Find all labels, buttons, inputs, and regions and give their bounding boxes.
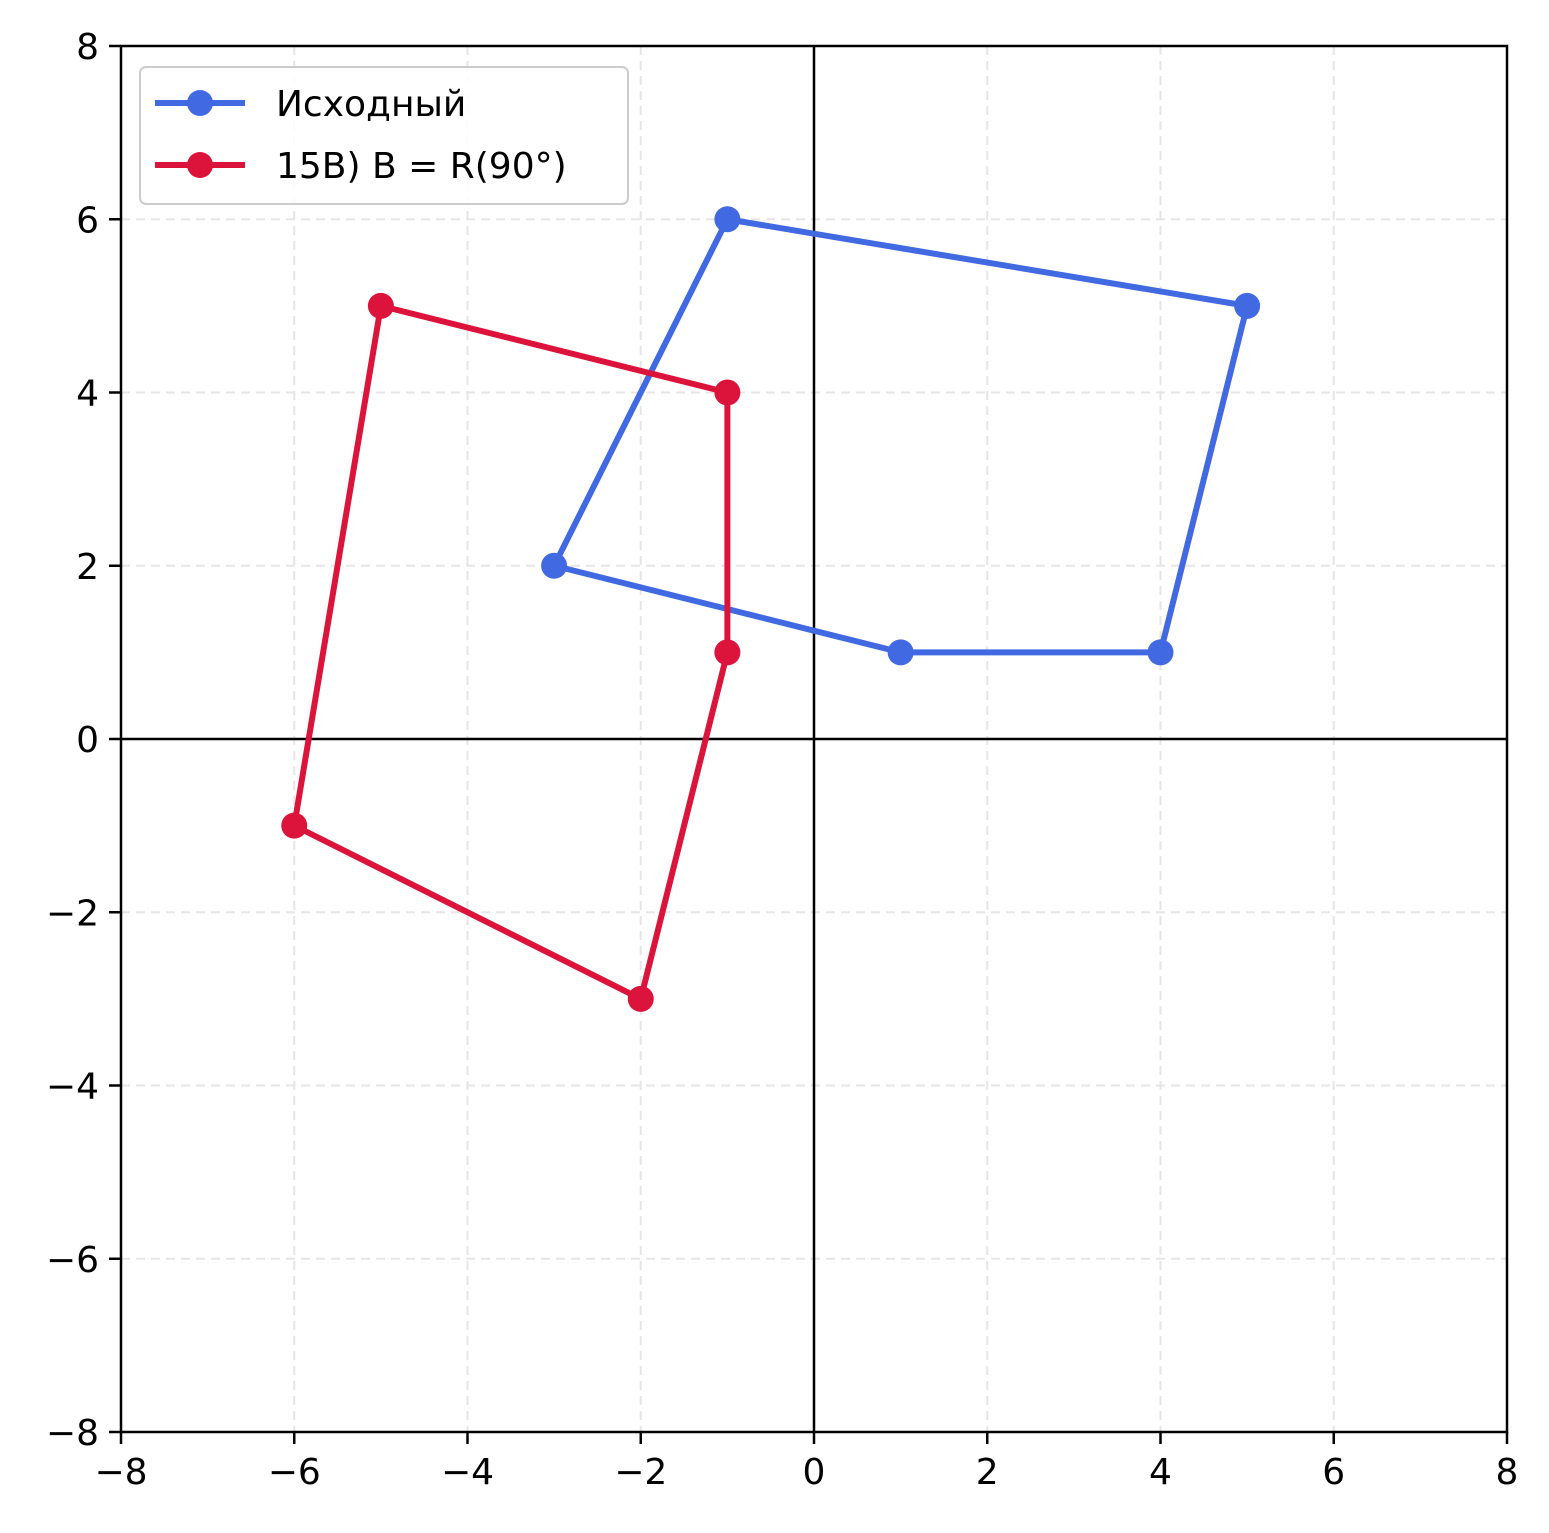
y-tick-label: 8	[76, 27, 99, 68]
y-tick-label: 4	[76, 374, 99, 415]
x-tick-label: −2	[614, 1452, 667, 1493]
y-tick-label: −4	[46, 1067, 99, 1108]
legend-marker	[187, 152, 213, 178]
data-point	[714, 206, 741, 233]
data-point	[1147, 639, 1174, 666]
x-tick-label: −4	[441, 1452, 494, 1493]
data-point	[541, 552, 568, 579]
x-tick-label: 2	[976, 1452, 999, 1493]
x-tick-label: −6	[268, 1452, 321, 1493]
legend-entry-2: 15B) B = R(90°)	[155, 146, 567, 187]
series-line	[551, 216, 1251, 656]
legend-marker	[187, 90, 213, 116]
origin-axes	[121, 46, 1507, 1432]
data-point	[887, 639, 914, 666]
y-tick-label: −8	[46, 1413, 99, 1454]
series-1	[541, 206, 1261, 666]
data-point	[627, 985, 654, 1012]
x-tick-label: 4	[1149, 1452, 1172, 1493]
x-tick-label: −8	[94, 1452, 147, 1493]
y-tick-label: 2	[76, 547, 99, 588]
series-line	[291, 302, 731, 1002]
x-tick-label: 0	[803, 1452, 826, 1493]
data-point	[714, 639, 741, 666]
x-tick-label: 6	[1322, 1452, 1345, 1493]
ticks-layer: −8 −6 −4 −2 0 2 4 6 8 −8 −6 −4 −2 0 2 4 6 8	[46, 27, 1519, 1493]
series-2	[281, 292, 741, 1012]
legend-label: 15B) B = R(90°)	[276, 146, 567, 187]
x-tick-label: 8	[1496, 1452, 1519, 1493]
legend-label: Исходный	[276, 84, 466, 125]
data-point	[1234, 292, 1261, 319]
legend-entry-1: Исходный	[155, 84, 466, 125]
data-point	[281, 812, 308, 839]
data-point	[367, 292, 394, 319]
legend-box	[139, 66, 629, 205]
y-tick-label: 0	[76, 720, 99, 761]
series-layer	[281, 206, 1261, 1012]
data-point	[714, 379, 741, 406]
y-tick-label: 6	[76, 200, 99, 241]
y-tick-label: −6	[46, 1240, 99, 1281]
legend: Исходный 15B) B = R(90°)	[139, 66, 629, 205]
y-tick-label: −2	[46, 893, 99, 934]
